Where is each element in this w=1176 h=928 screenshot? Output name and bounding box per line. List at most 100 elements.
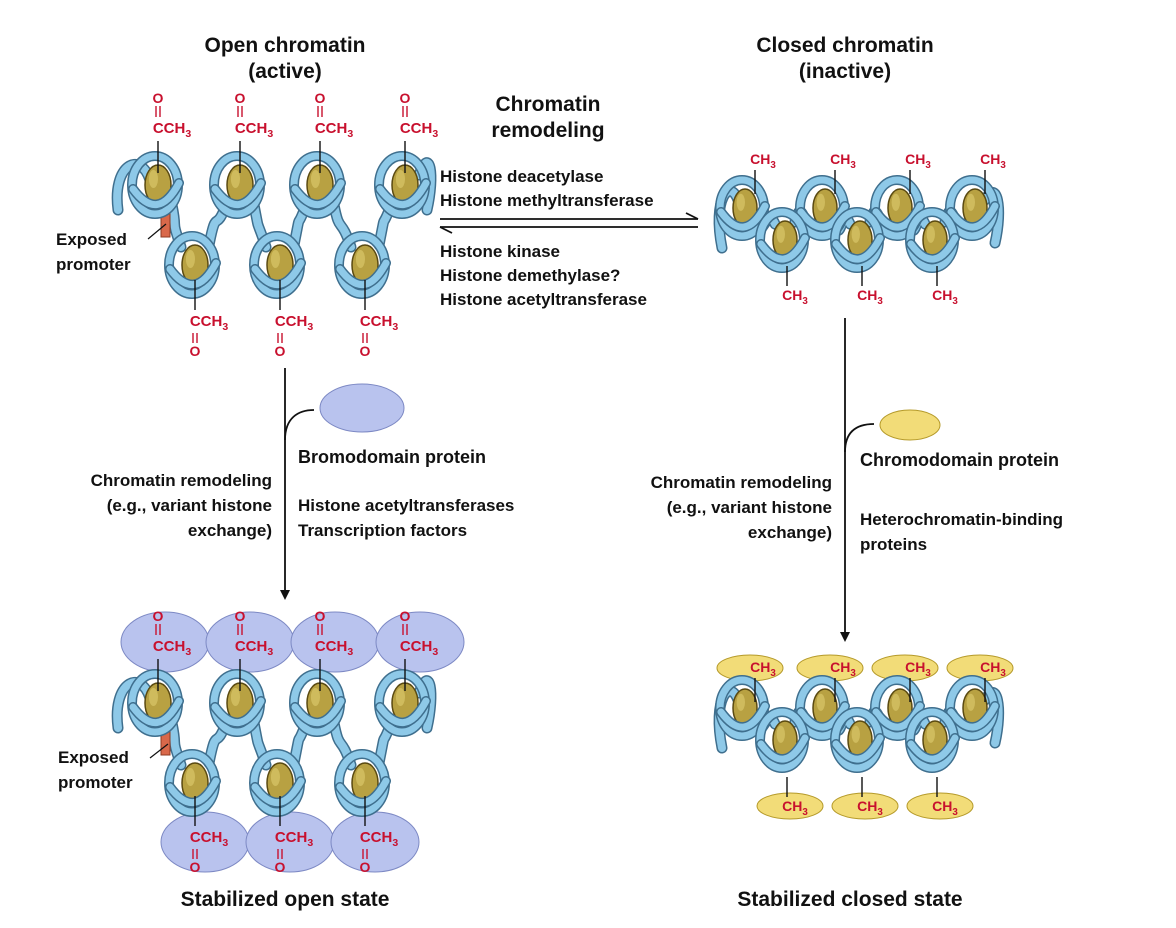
nucleosome (334, 231, 391, 299)
nucleosome (127, 669, 184, 737)
methyl-group-label: CH3 (830, 659, 856, 679)
dna-wrap (336, 777, 390, 807)
dna-wrap (211, 179, 265, 209)
acetyl-group-label: CCH3 (235, 120, 274, 140)
exposed-promoter-label-bottom-line1: Exposed (58, 748, 129, 767)
methyl-group-label: CH3 (857, 798, 883, 818)
dna-wrap (872, 702, 924, 731)
dna-wrap (251, 259, 305, 289)
methyl-group-label: CH3 (932, 287, 958, 307)
dna-wrap (336, 259, 390, 289)
enzyme-histone-methyltransferase: Histone methyltransferase (440, 191, 654, 210)
oxygen-atom: O (400, 90, 411, 106)
acetyl-group-label: CCH3 (315, 638, 354, 658)
oxygen-atom: O (275, 859, 286, 875)
methyl-group-top-4: CH3 (980, 151, 1006, 194)
nucleosome (374, 151, 431, 219)
acetyl-group-label: CCH3 (190, 313, 229, 333)
exposed-promoter-label-top-line2: promoter (56, 255, 131, 274)
open-path-branch (284, 409, 315, 441)
enzyme-histone-acetyltransferase: Histone acetyltransferase (440, 290, 647, 309)
methyl-group-label: CH3 (905, 151, 931, 171)
acetyl-group-label: CCH3 (235, 638, 274, 658)
open-chromatin-title: Open chromatin (204, 34, 365, 57)
acetyl-group-label: CCH3 (153, 638, 192, 658)
remodeling-title-line1: Chromatin (496, 93, 601, 116)
oxygen-atom: O (315, 608, 326, 624)
dna-linker (113, 160, 154, 214)
dna-wrap (907, 734, 959, 763)
nucleosome (164, 749, 221, 817)
dna-wrap (291, 179, 345, 209)
nucleosome (830, 707, 885, 773)
methyl-group-label: CH3 (782, 798, 808, 818)
methyl-group-label: CH3 (857, 287, 883, 307)
dna-wrap (129, 697, 183, 727)
oxygen-atom: O (315, 90, 326, 106)
dna-wrap (166, 777, 220, 807)
oxygen-atom: O (153, 90, 164, 106)
chromodomain-protein-bottom-1 (756, 792, 824, 820)
acetyl-group-bottom-1: CCH3 O (190, 280, 229, 359)
exposed-promoter-pointer-top (147, 223, 167, 240)
chromodomain-protein-shape (879, 409, 941, 441)
nucleosome (289, 669, 346, 737)
enzyme-histone-deacetylase: Histone deacetylase (440, 167, 603, 186)
stabilized-open-fiber: O CCH3 O CCH3 O CCH3 O CCH3 CCH3 O CCH3 O CCH3 O (111, 608, 465, 875)
acetyl-group-label: CCH3 (360, 313, 399, 333)
oxygen-atom: O (190, 859, 201, 875)
closed-chromatin-fiber: CH3 CH3 CH3 CH3 CH3 CH3 CH3 (713, 151, 1006, 307)
dna-wrap (832, 734, 884, 763)
methyl-group-top-2: CH3 (830, 151, 856, 194)
dna-wrap (907, 234, 959, 263)
open-chromatin-subtitle: (active) (248, 60, 322, 83)
left-process-line3: exchange) (188, 521, 272, 540)
nucleosome (795, 175, 850, 241)
dna-wrap (757, 734, 809, 763)
acetyl-group-label: CCH3 (400, 120, 439, 140)
methyl-group-stab-top-4: CH3 (980, 659, 1006, 702)
oxygen-atom: O (235, 608, 246, 624)
nucleosome (209, 669, 266, 737)
right-factor-line1: Heterochromatin-binding (860, 510, 1063, 529)
dna-wrap (717, 202, 769, 231)
methyl-group-stab-bottom-3: CH3 (932, 777, 958, 818)
remodeling-title-line2: remodeling (491, 119, 604, 142)
methyl-group-label: CH3 (980, 151, 1006, 171)
methyl-group-label: CH3 (980, 659, 1006, 679)
acetyl-group-stab-bottom-1: CCH3 O (190, 796, 228, 875)
bromodomain-protein-label: Bromodomain protein (298, 447, 486, 467)
dna-wrap (947, 202, 999, 231)
dna-wrap (872, 202, 924, 231)
closed-path-branch (844, 423, 875, 453)
nucleosome (945, 175, 1000, 241)
right-process-line3: exchange) (748, 523, 832, 542)
acetyl-group-label: CCH3 (275, 313, 314, 333)
chromodomain-protein-bottom-3 (906, 792, 974, 820)
dna-wrap (797, 202, 849, 231)
nucleosome (249, 749, 306, 817)
acetyl-group-label: CCH3 (315, 120, 354, 140)
methyl-group-label: CH3 (782, 287, 808, 307)
nucleosome (870, 175, 925, 241)
nucleosome (905, 707, 960, 773)
oxygen-atom: O (275, 343, 286, 359)
methyl-group-stab-top-1: CH3 (750, 659, 776, 702)
right-process-line1: Chromatin remodeling (651, 473, 832, 492)
exposed-promoter-pointer-bottom (149, 743, 169, 759)
stabilized-closed-fiber: CH3 CH3 CH3 CH3 CH3 CH3 CH3 (713, 654, 1014, 820)
stabilized-open-label: Stabilized open state (181, 888, 390, 911)
oxygen-atom: O (235, 90, 246, 106)
enzyme-histone-demethylase: Histone demethylase? (440, 266, 620, 285)
closed-chromatin-title: Closed chromatin (756, 34, 933, 57)
acetyl-group-top-3: O CCH3 (315, 90, 354, 173)
methyl-group-top-1: CH3 (750, 151, 776, 194)
methyl-group-label: CH3 (830, 151, 856, 171)
enzyme-histone-kinase: Histone kinase (440, 242, 560, 261)
methyl-group-stab-top-2: CH3 (830, 659, 856, 702)
chromodomain-protein-bottom-2 (831, 792, 899, 820)
acetyl-group-bottom-2: CCH3 O (275, 280, 314, 359)
acetyl-group-stab-top-1: O CCH3 (153, 608, 192, 691)
left-process-line1: Chromatin remodeling (91, 471, 272, 490)
